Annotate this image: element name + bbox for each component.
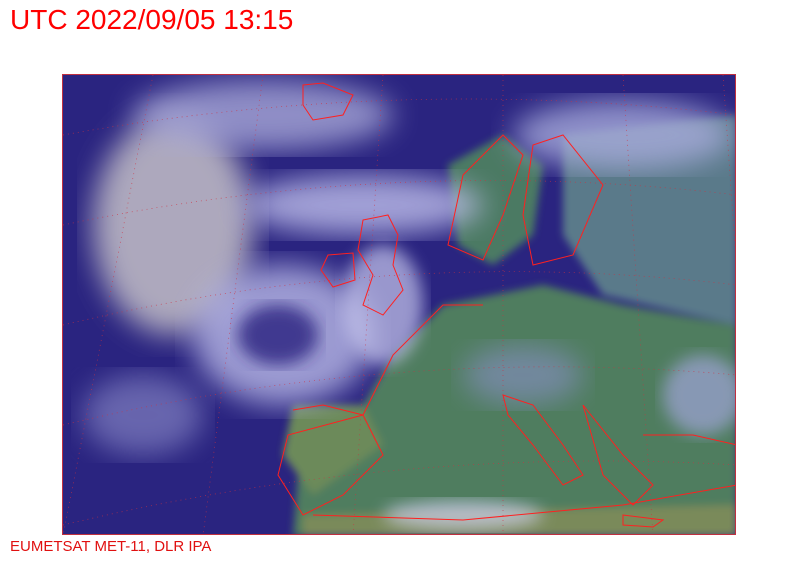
satellite-image [62, 74, 736, 535]
lat-lon-grid [63, 75, 735, 534]
satellite-map [63, 75, 735, 534]
coastlines [277, 82, 735, 528]
timestamp-title: UTC 2022/09/05 13:15 [10, 4, 294, 35]
cloud-systems [83, 80, 735, 530]
image-credit: EUMETSAT MET-11, DLR IPA [10, 538, 212, 555]
